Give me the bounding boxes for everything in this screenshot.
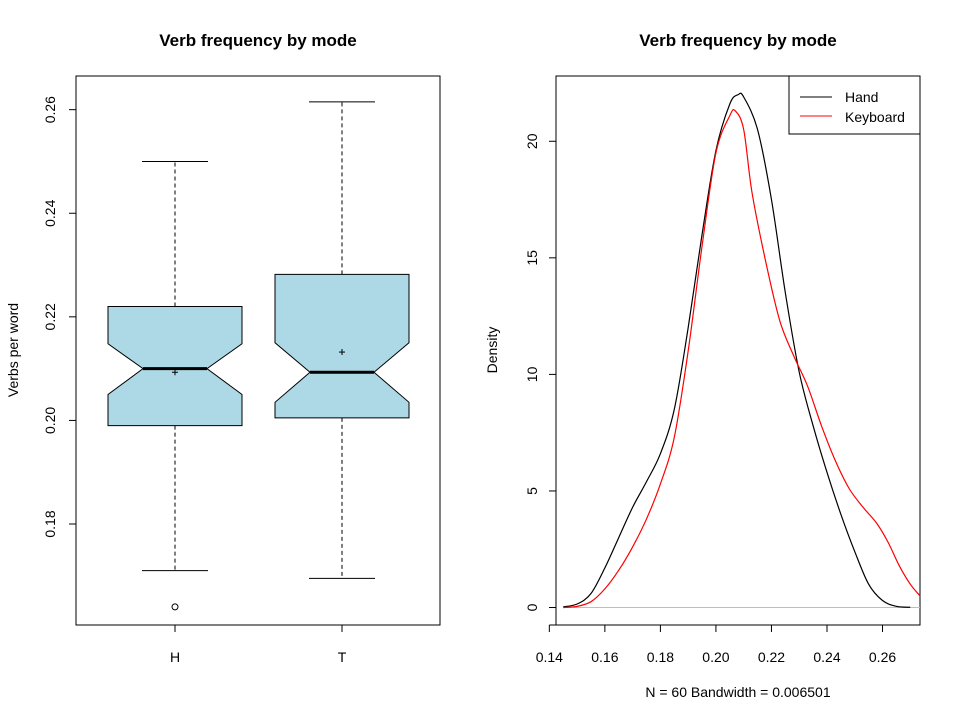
density-line-keyboard bbox=[563, 108, 921, 609]
density-y-axis-label: Density bbox=[484, 327, 500, 374]
legend-label-keyboard: Keyboard bbox=[845, 109, 905, 125]
boxplot-y-tick-label: 0.18 bbox=[42, 510, 58, 537]
boxplot-title: Verb frequency by mode bbox=[159, 31, 356, 50]
boxplot-panel: Verb frequency by mode Verbs per word 0.… bbox=[5, 31, 441, 665]
box-T bbox=[274, 101, 410, 579]
boxplot-y-axis: 0.18 0.20 0.22 0.24 0.26 bbox=[42, 96, 77, 538]
outlier-point bbox=[171, 603, 179, 611]
boxplot-boxes bbox=[107, 101, 410, 611]
density-y-axis: 0 5 10 15 20 bbox=[524, 133, 557, 611]
density-title: Verb frequency by mode bbox=[639, 31, 836, 50]
boxplot-y-axis-label: Verbs per word bbox=[5, 303, 21, 397]
density-x-tick-label: 0.26 bbox=[869, 649, 896, 665]
box-body bbox=[274, 273, 410, 419]
density-x-axis-label: N = 60 Bandwidth = 0.006501 bbox=[645, 684, 830, 700]
boxplot-y-tick-label: 0.24 bbox=[42, 199, 58, 226]
boxplot-y-tick-label: 0.20 bbox=[42, 407, 58, 434]
density-y-tick-label: 10 bbox=[524, 366, 540, 382]
density-x-tick-label: 0.18 bbox=[647, 649, 674, 665]
density-x-tick-label: 0.24 bbox=[813, 649, 840, 665]
density-x-tick-label: 0.16 bbox=[591, 649, 618, 665]
density-x-tick-label: 0.22 bbox=[758, 649, 785, 665]
density-x-axis: 0.14 0.16 0.18 0.20 0.22 0.24 0.26 bbox=[536, 624, 896, 665]
density-y-tick-label: 15 bbox=[524, 250, 540, 266]
box-H bbox=[107, 160, 243, 611]
density-panel: Verb frequency by mode Density N = 60 Ba… bbox=[484, 31, 921, 700]
boxplot-y-tick-label: 0.26 bbox=[42, 96, 58, 123]
density-y-tick-label: 20 bbox=[524, 133, 540, 149]
density-x-tick-label: 0.14 bbox=[536, 649, 563, 665]
legend-box bbox=[788, 75, 921, 135]
density-y-tick-label: 5 bbox=[524, 487, 540, 495]
density-y-tick-label: 0 bbox=[524, 603, 540, 611]
density-line-hand bbox=[563, 92, 911, 608]
legend: Hand Keyboard bbox=[788, 75, 921, 135]
density-lines bbox=[563, 92, 921, 609]
boxplot-x-tick-label: H bbox=[170, 649, 180, 665]
legend-label-hand: Hand bbox=[845, 89, 878, 105]
box-body bbox=[107, 305, 243, 427]
boxplot-y-tick-label: 0.22 bbox=[42, 303, 58, 330]
boxplot-x-tick-label: T bbox=[338, 649, 347, 665]
density-x-tick-label: 0.20 bbox=[702, 649, 729, 665]
